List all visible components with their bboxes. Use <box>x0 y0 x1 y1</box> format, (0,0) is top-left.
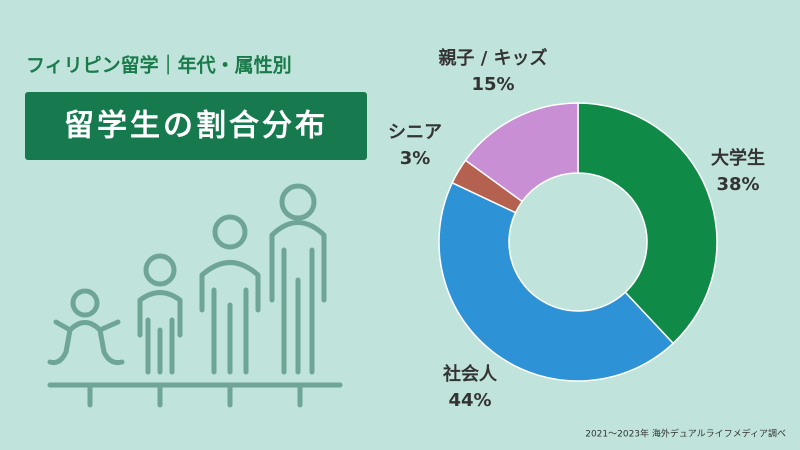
value-label: 38% <box>716 174 759 195</box>
slice-label: シニア <box>388 122 442 143</box>
slice-label: 親子 / キッズ <box>438 47 547 69</box>
value-label: 15% <box>471 74 514 95</box>
title-box <box>25 92 367 160</box>
slice-label: 社会人 <box>443 363 498 385</box>
slice <box>438 181 675 382</box>
value-label: 3% <box>400 148 431 169</box>
slice <box>464 102 579 203</box>
slice <box>577 102 718 345</box>
slice-label: 大学生 <box>711 147 765 169</box>
source-note: 2021〜2023年 海外デュアルライフメディア調べ <box>585 428 786 440</box>
chart-title: 留学生の割合分布 <box>64 109 328 144</box>
people-illustration <box>47 183 343 408</box>
chart-subtitle: フィリピン留学｜年代・属性別 <box>26 54 292 77</box>
value-label: 44% <box>448 390 491 411</box>
